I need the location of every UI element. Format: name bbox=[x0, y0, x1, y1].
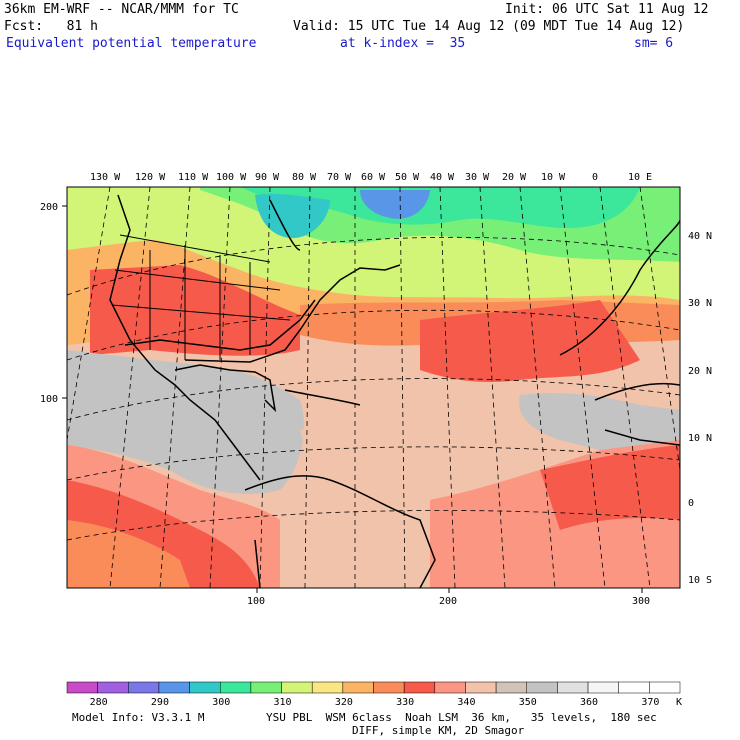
colorbar-swatch bbox=[557, 681, 589, 694]
colorbar-swatch bbox=[495, 681, 528, 694]
level-info: at k-index = 35 bbox=[340, 36, 466, 51]
lon-label: 50 W bbox=[395, 172, 420, 183]
y-grid-label: 200 bbox=[40, 202, 58, 213]
colorbar-swatch bbox=[465, 681, 497, 694]
colorbar-swatch bbox=[189, 681, 221, 694]
colorbar-tick-label: 330 bbox=[396, 697, 414, 708]
x-grid-label: 100 bbox=[247, 596, 265, 607]
lon-label: 10 W bbox=[541, 172, 566, 183]
colorbar-swatch bbox=[220, 681, 252, 694]
forecast-hour: Fcst: 81 h bbox=[4, 19, 98, 34]
colorbar bbox=[66, 681, 681, 694]
valid-time: Valid: 15 UTC Tue 14 Aug 12 (09 MDT Tue … bbox=[293, 19, 685, 34]
field-name: Equivalent potential temperature bbox=[6, 36, 257, 51]
smoothing-info: sm= 6 bbox=[634, 36, 674, 51]
lon-label: 30 W bbox=[465, 172, 490, 183]
colorbar-swatch bbox=[403, 681, 436, 694]
colorbar-swatch bbox=[128, 681, 160, 694]
y-grid-label: 100 bbox=[40, 394, 58, 405]
init-time: Init: 06 UTC Sat 11 Aug 12 bbox=[505, 2, 709, 17]
model-info: Model Info: V3.3.1 M bbox=[72, 711, 205, 724]
colorbar-swatch bbox=[66, 681, 98, 694]
colorbar-tick-label: 350 bbox=[519, 697, 537, 708]
lon-label: 40 W bbox=[430, 172, 455, 183]
model-title: 36km EM-WRF -- NCAR/MMM for TC bbox=[4, 2, 239, 17]
colorbar-labels: 280 290 300 310 320 330 340 350 360 370 bbox=[90, 697, 660, 708]
lon-label: 120 W bbox=[135, 172, 166, 183]
x-grid-label: 200 bbox=[439, 596, 457, 607]
colorbar-swatch bbox=[434, 681, 466, 694]
colorbar-tick-label: 310 bbox=[274, 697, 292, 708]
colorbar-swatch bbox=[250, 681, 282, 694]
colorbar-swatch bbox=[618, 681, 650, 694]
physics-info-line1: YSU PBL WSM 6class Noah LSM 36 km, 35 le… bbox=[266, 711, 657, 724]
colorbar-tick-label: 360 bbox=[580, 697, 598, 708]
lon-label: 20 W bbox=[502, 172, 527, 183]
political-boundaries bbox=[111, 234, 291, 360]
lat-label: 10 S bbox=[688, 575, 712, 586]
lon-label: 130 W bbox=[90, 172, 121, 183]
colorbar-swatch bbox=[311, 681, 344, 694]
colorbar-swatch bbox=[281, 681, 313, 694]
graticule bbox=[67, 187, 680, 588]
colorbar-tick-label: 320 bbox=[335, 697, 353, 708]
lon-label: 70 W bbox=[327, 172, 352, 183]
lat-label: 20 N bbox=[688, 366, 712, 377]
grid-ticks bbox=[62, 205, 643, 593]
lon-label: 100 W bbox=[216, 172, 247, 183]
lon-label: 90 W bbox=[255, 172, 280, 183]
colorbar-unit: K bbox=[676, 697, 682, 708]
lon-label: 60 W bbox=[361, 172, 386, 183]
lon-label: 0 bbox=[592, 172, 598, 183]
lon-label: 110 W bbox=[178, 172, 209, 183]
grid-index-labels: 100 200 300 200 100 bbox=[40, 202, 650, 607]
lat-label: 30 N bbox=[688, 298, 712, 309]
colorbar-swatch bbox=[649, 681, 681, 694]
theta-e-field bbox=[67, 187, 680, 588]
colorbar-swatch bbox=[97, 681, 129, 694]
colorbar-swatch bbox=[158, 681, 190, 694]
x-grid-label: 300 bbox=[632, 596, 650, 607]
colorbar-tick-label: 340 bbox=[457, 697, 475, 708]
latitude-labels: 40 N 30 N 20 N 10 N 0 10 S bbox=[688, 231, 712, 586]
colorbar-swatch bbox=[342, 681, 374, 694]
colorbar-tick-label: 280 bbox=[90, 697, 108, 708]
colorbar-tick-label: 370 bbox=[641, 697, 659, 708]
colorbar-swatch bbox=[587, 681, 619, 694]
colorbar-swatch bbox=[526, 681, 558, 694]
lon-label: 80 W bbox=[292, 172, 317, 183]
lon-label: 10 E bbox=[628, 172, 652, 183]
lat-label: 10 N bbox=[688, 433, 712, 444]
colorbar-swatch bbox=[373, 681, 405, 694]
lat-label: 0 bbox=[688, 498, 694, 509]
colorbar-tick-label: 300 bbox=[212, 697, 230, 708]
coastlines bbox=[109, 194, 680, 588]
plot-frame bbox=[66, 186, 681, 589]
colorbar-tick-label: 290 bbox=[151, 697, 169, 708]
physics-info-line2: DIFF, simple KM, 2D Smagor bbox=[352, 724, 525, 737]
lat-label: 40 N bbox=[688, 231, 712, 242]
longitude-labels: 130 W 120 W 110 W 100 W 90 W 80 W 70 W 6… bbox=[90, 172, 652, 183]
